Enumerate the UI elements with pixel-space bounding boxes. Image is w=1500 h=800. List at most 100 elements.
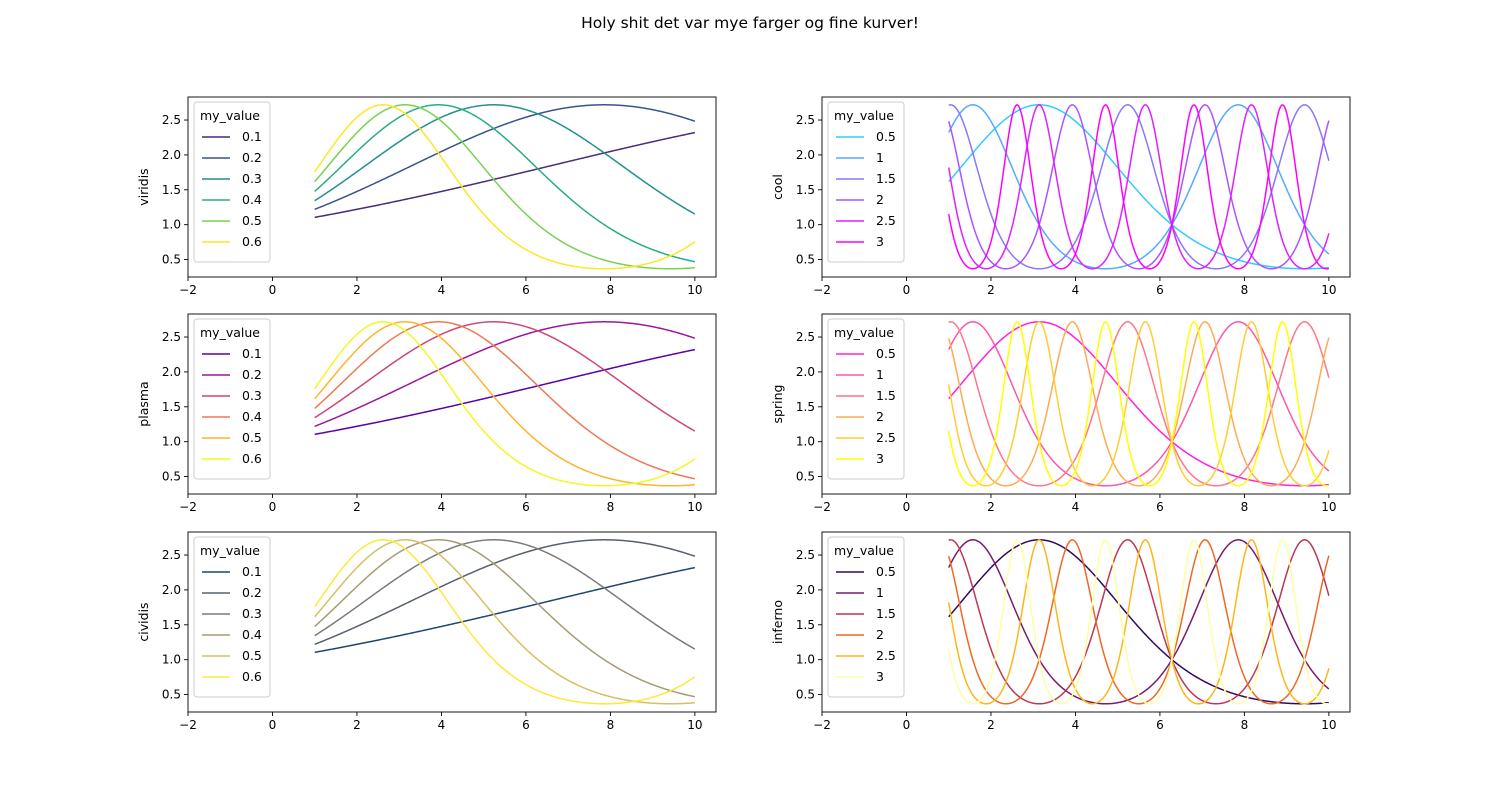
- legend-entry-label: 2: [876, 409, 884, 424]
- legend-box: [193, 101, 271, 263]
- legend: my_value 0.5 1 1.5 2 2.5 3: [827, 536, 905, 698]
- series-line-0.1: [314, 131, 696, 219]
- y-axis-label: plasma: [136, 381, 151, 426]
- legend-entry-label: 0.3: [242, 388, 262, 403]
- x-tick-label: 0: [269, 283, 277, 297]
- y-tick-label: 2.0: [796, 148, 815, 162]
- y-axis-label: spring: [770, 385, 785, 424]
- series-line-0.2: [314, 539, 696, 646]
- series-line-0.6: [314, 539, 696, 705]
- x-tick-label: 2: [353, 283, 361, 297]
- x-tick-label: 10: [687, 500, 702, 514]
- legend-box: [193, 318, 271, 480]
- y-tick-label: 0.5: [162, 470, 181, 484]
- legend-entry-label: 2: [876, 192, 884, 207]
- x-tick-label: 2: [987, 718, 995, 732]
- x-tick-label: 4: [1072, 718, 1080, 732]
- legend-entry-label: 3: [876, 234, 884, 249]
- legend-entry-label: 0.1: [242, 346, 262, 361]
- legend-entry-label: 3: [876, 669, 884, 684]
- legend-entry-label: 0.4: [242, 409, 262, 424]
- legend-entry-label: 0.5: [876, 564, 896, 579]
- legend-entry-label: 0.2: [242, 150, 262, 165]
- series-lines: [314, 321, 696, 487]
- legend: my_value 0.5 1 1.5 2 2.5 3: [827, 318, 905, 480]
- series-line-0.4: [314, 104, 696, 263]
- series-line-0.6: [314, 104, 696, 270]
- y-tick-label: 1.0: [162, 218, 181, 232]
- legend-entry-label: 3: [876, 451, 884, 466]
- x-tick-label: 6: [522, 283, 530, 297]
- y-tick-label: 2.5: [796, 113, 815, 127]
- legend-entry-label: 0.1: [242, 129, 262, 144]
- y-tick-label: 1.0: [796, 435, 815, 449]
- series-line-0.3: [314, 321, 696, 432]
- x-tick-label: 2: [987, 500, 995, 514]
- y-tick-label: 0.5: [796, 688, 815, 702]
- y-tick-label: 2.5: [162, 113, 181, 127]
- series-line-2.5: [947, 104, 1330, 270]
- y-tick-label: 2.0: [162, 148, 181, 162]
- x-tick-label: 0: [903, 283, 911, 297]
- series-line-0.2: [314, 321, 696, 428]
- y-tick-label: 1.0: [162, 435, 181, 449]
- legend-entry-label: 2.5: [876, 648, 896, 663]
- x-tick-label: 4: [438, 718, 446, 732]
- legend-entry-label: 0.2: [242, 585, 262, 600]
- legend-entry-label: 1.5: [876, 171, 896, 186]
- legend-entry-label: 0.5: [242, 430, 262, 445]
- y-tick-label: 1.5: [162, 183, 181, 197]
- y-tick-label: 1.5: [162, 400, 181, 414]
- legend-title: my_value: [834, 543, 894, 558]
- y-tick-label: 1.5: [796, 183, 815, 197]
- legend-entry-label: 0.3: [242, 171, 262, 186]
- x-tick-label: 0: [269, 718, 277, 732]
- x-tick-label: 8: [607, 500, 615, 514]
- x-tick-label: 10: [1321, 283, 1336, 297]
- x-tick-label: 4: [1072, 500, 1080, 514]
- panel-viridis: −2 0 2 4 6 8 10 0.5 1.0 1.5 2.0 2.5 viridis my_value 0…: [136, 96, 717, 297]
- series-lines: [314, 104, 696, 270]
- panel-cividis: −2 0 2 4 6 8 10 0.5 1.0 1.5 2.0 2.5 cividis my_value 0…: [136, 531, 717, 732]
- x-tick-label: 6: [1156, 283, 1164, 297]
- series-line-3: [947, 321, 1330, 487]
- legend-entry-label: 0.5: [242, 213, 262, 228]
- x-tick-label: 0: [269, 500, 277, 514]
- y-tick-label: 1.0: [162, 653, 181, 667]
- legend-entry-label: 2: [876, 627, 884, 642]
- x-tick-label: 4: [438, 283, 446, 297]
- x-tick-label: 2: [353, 718, 361, 732]
- x-tick-label: −2: [179, 283, 197, 297]
- x-tick-label: 10: [1321, 500, 1336, 514]
- series-line-3: [947, 104, 1330, 270]
- legend-box: [827, 318, 905, 480]
- legend-entry-label: 0.5: [242, 648, 262, 663]
- legend-title: my_value: [834, 325, 894, 340]
- legend: my_value 0.1 0.2 0.3 0.4 0.5 0.6: [193, 318, 271, 480]
- series-line-2.5: [947, 321, 1330, 487]
- x-tick-label: 2: [987, 283, 995, 297]
- legend: my_value 0.1 0.2 0.3 0.4 0.5 0.6: [193, 101, 271, 263]
- legend-entry-label: 2.5: [876, 430, 896, 445]
- x-tick-label: 8: [1241, 283, 1249, 297]
- series-line-0.1: [314, 566, 696, 654]
- axes-frame: [821, 313, 1351, 495]
- x-tick-label: 0: [903, 500, 911, 514]
- legend-entry-label: 0.3: [242, 606, 262, 621]
- y-tick-label: 0.5: [162, 688, 181, 702]
- x-tick-label: 8: [1241, 500, 1249, 514]
- legend-entry-label: 2.5: [876, 213, 896, 228]
- x-tick-label: 6: [522, 718, 530, 732]
- legend-entry-label: 1: [876, 367, 884, 382]
- panel-inferno: −2 0 2 4 6 8 10 0.5 1.0 1.5 2.0 2.5 inferno my_value 0…: [770, 531, 1351, 732]
- y-tick-label: 2.0: [796, 365, 815, 379]
- axes-frame: [821, 96, 1351, 278]
- series-lines: [314, 539, 696, 705]
- legend-entry-label: 0.5: [876, 129, 896, 144]
- x-tick-label: 6: [1156, 500, 1164, 514]
- y-tick-label: 2.5: [162, 330, 181, 344]
- series-line-2.5: [947, 539, 1330, 705]
- legend-entry-label: 0.4: [242, 192, 262, 207]
- series-line-0.3: [314, 104, 696, 215]
- legend: my_value 0.5 1 1.5 2 2.5 3: [827, 101, 905, 263]
